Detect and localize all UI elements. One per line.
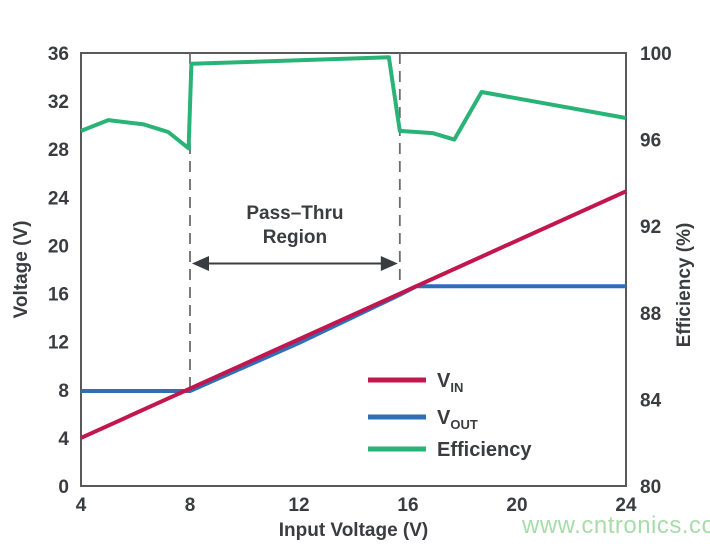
x-axis-tick-label: 4 xyxy=(76,495,87,516)
series-line-vin xyxy=(80,189,627,440)
arrow-left-head-icon xyxy=(192,255,209,271)
series-line-vout xyxy=(81,284,626,393)
x-axis-title: Input Voltage (V) xyxy=(279,520,429,541)
x-axis-tick-label: 8 xyxy=(185,495,196,516)
x-axis-tick-label: 12 xyxy=(288,495,309,516)
x-axis-tick-label: 24 xyxy=(615,495,637,516)
right-axis-tick-label: 84 xyxy=(640,390,662,411)
right-axis-tick-label: 80 xyxy=(640,477,661,498)
left-axis-tick-label: 36 xyxy=(48,44,69,65)
right-axis-tick-label: 92 xyxy=(640,217,661,238)
x-axis-tick-label: 20 xyxy=(506,495,527,516)
arrow-right-head-icon xyxy=(380,255,398,271)
right-axis-tick-label: 100 xyxy=(640,44,672,65)
left-axis-tick-label: 0 xyxy=(58,477,69,498)
plot-border xyxy=(80,52,627,487)
pass-thru-region-label-line1: Pass–Thru xyxy=(246,203,343,224)
right-axis-tick-label: 88 xyxy=(640,304,661,325)
legend-label-vin: VIN xyxy=(437,370,463,395)
left-axis-tick-label: 16 xyxy=(48,285,69,306)
right-axis-tick-label: 96 xyxy=(640,131,661,152)
left-axis-tick-label: 24 xyxy=(48,188,70,209)
series-line-efficiency xyxy=(80,55,627,151)
legend-label-vout: VOUT xyxy=(437,407,478,432)
left-axis-tick-label: 8 xyxy=(58,381,69,402)
watermark: www.cntronics.com xyxy=(522,512,710,539)
left-axis-tick-label: 32 xyxy=(48,92,69,113)
left-axis-tick-label: 20 xyxy=(48,236,69,257)
right-axis-title: Efficiency (%) xyxy=(674,223,695,348)
left-axis-tick-label: 12 xyxy=(48,333,69,354)
left-axis-tick-label: 28 xyxy=(48,140,69,161)
legend-label-efficiency: Efficiency xyxy=(437,439,532,461)
left-axis-title: Voltage (V) xyxy=(11,221,32,319)
x-axis-tick-label: 16 xyxy=(397,495,418,516)
left-axis-tick-label: 4 xyxy=(58,429,69,450)
pass-thru-region-label-line2: Region xyxy=(263,227,327,248)
